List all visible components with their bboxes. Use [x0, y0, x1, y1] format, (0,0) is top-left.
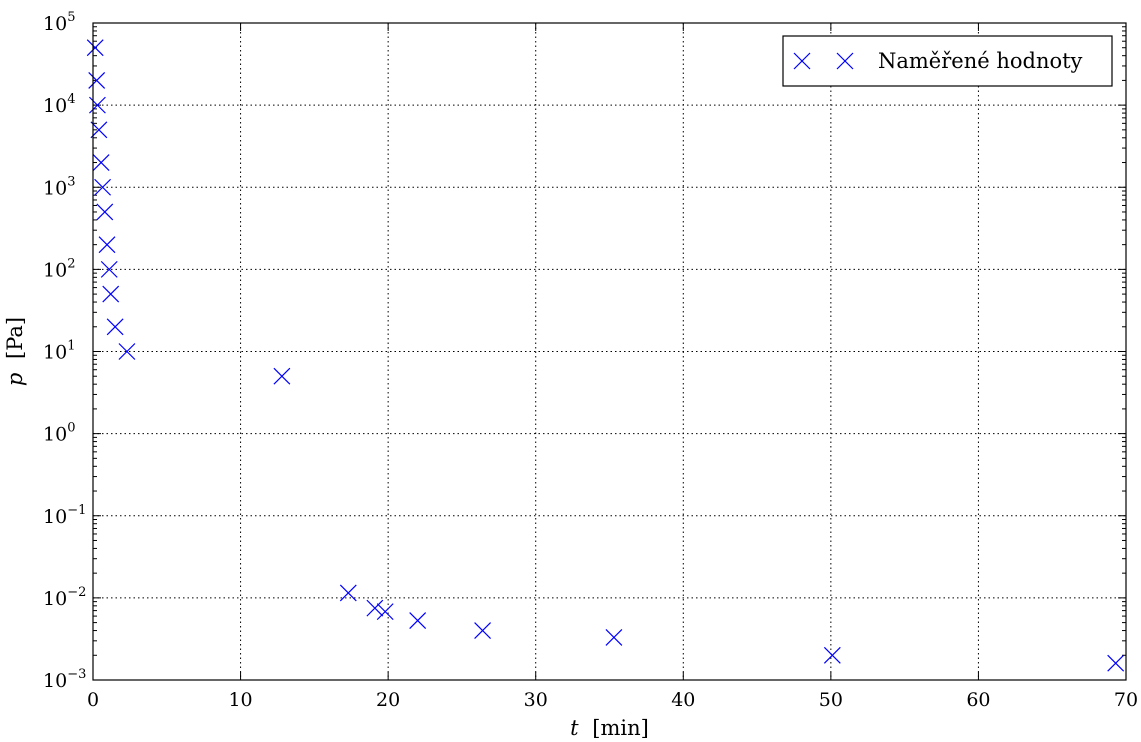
data-point	[1107, 654, 1125, 672]
y-tick-label: 100	[43, 421, 75, 446]
data-point	[366, 599, 384, 617]
x-tick-label: 30	[524, 689, 548, 711]
y-tick-label: 102	[43, 256, 75, 281]
x-tick-label: 60	[966, 689, 990, 711]
legend-marker	[793, 52, 811, 70]
y-tick-label: 10−2	[43, 585, 86, 610]
data-point	[409, 612, 427, 629]
y-tick-label: 10−3	[43, 667, 86, 692]
y-axis-variable: p	[3, 373, 27, 386]
x-axis-unit: [min]	[592, 716, 649, 740]
data-point	[94, 178, 112, 196]
legend-markers	[793, 52, 854, 70]
data-point	[89, 96, 106, 114]
x-axis-variable: t	[570, 716, 579, 740]
y-tick-label: 104	[43, 92, 75, 117]
x-tick-label: 0	[87, 689, 99, 711]
y-axis-label: p [Pa]	[3, 317, 27, 386]
data-points	[86, 39, 1125, 672]
data-point	[96, 203, 114, 221]
y-tick-label: 101	[43, 339, 75, 364]
data-point	[98, 236, 116, 254]
x-tick-labels: 0 10 20 30 40 50 60 70	[87, 689, 1138, 711]
data-point	[339, 584, 357, 602]
x-tick-label: 10	[228, 689, 252, 711]
x-tick-label: 40	[671, 689, 695, 711]
y-tick-label: 105	[43, 10, 75, 35]
data-point	[88, 71, 106, 89]
data-point	[118, 343, 136, 360]
x-tick-label: 20	[376, 689, 400, 711]
legend-label: Naměřené hodnoty	[878, 49, 1083, 73]
y-tick-label: 10−1	[43, 503, 86, 528]
data-point	[86, 39, 104, 57]
y-axis-unit: [Pa]	[3, 317, 27, 359]
y-tick-label: 103	[43, 174, 75, 199]
data-point	[273, 367, 291, 385]
grid	[92, 22, 1127, 681]
x-tick-label: 50	[819, 689, 843, 711]
x-tick-label: 70	[1114, 689, 1138, 711]
data-point	[100, 260, 118, 278]
plot-frame	[92, 22, 1127, 681]
legend: Naměřené hodnoty	[782, 35, 1113, 87]
data-point	[106, 318, 124, 336]
y-tick-labels: 10−3 10−2 10−1 100 101 102 103 104 105	[43, 10, 86, 692]
legend-box	[782, 35, 1113, 87]
data-point	[376, 603, 394, 621]
data-point	[92, 154, 110, 171]
data-point	[605, 628, 623, 646]
data-point	[102, 285, 120, 303]
data-point	[823, 646, 841, 664]
legend-marker	[836, 52, 854, 70]
data-point	[474, 622, 492, 639]
x-axis-label: t [min]	[570, 716, 649, 740]
